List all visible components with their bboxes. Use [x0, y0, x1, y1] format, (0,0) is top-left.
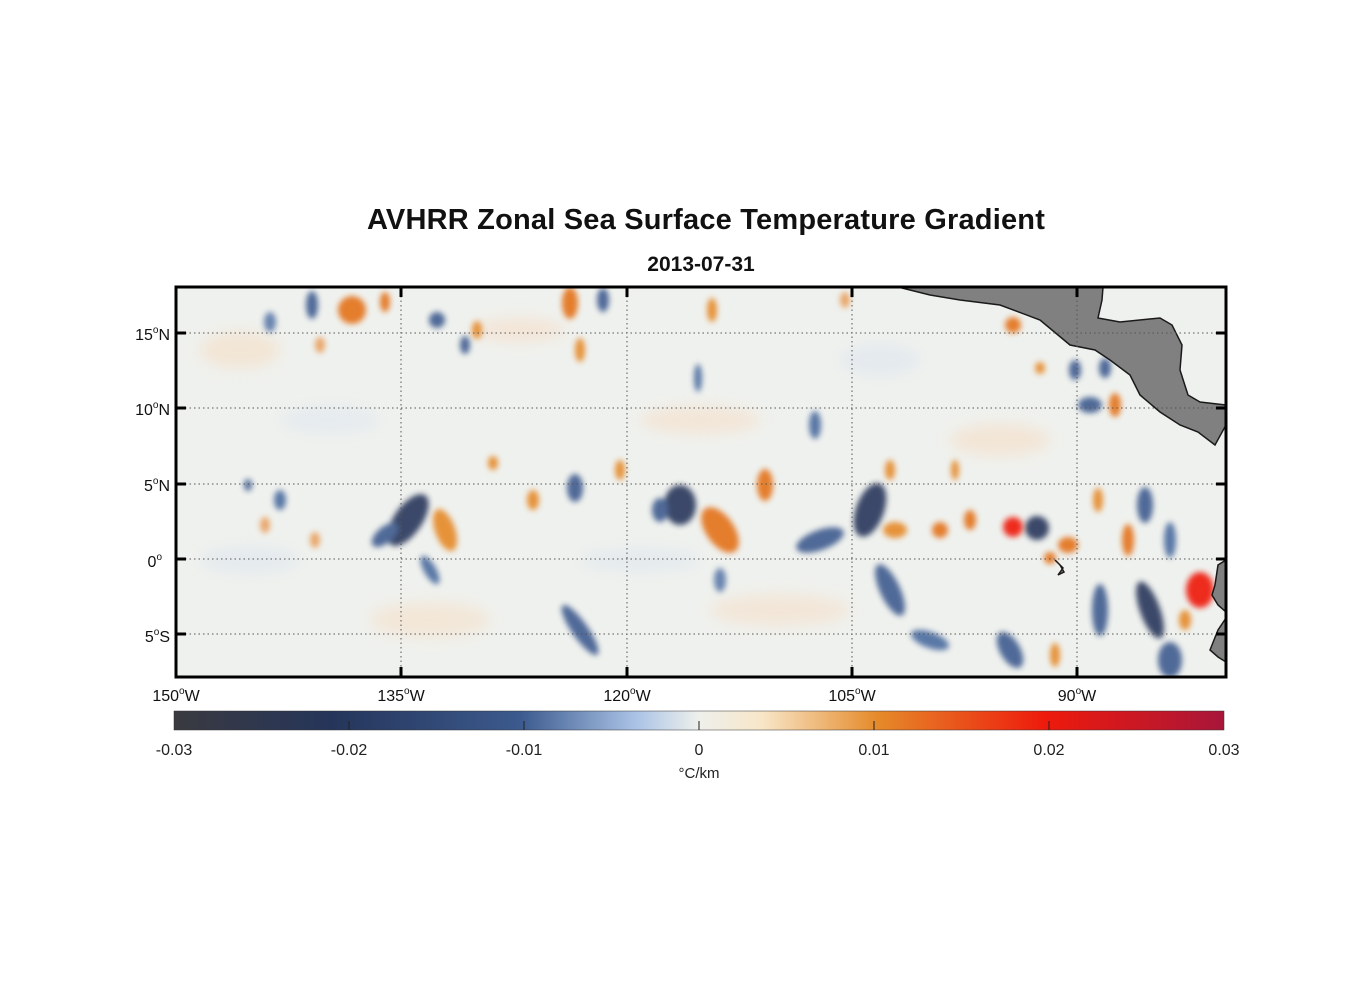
map-frame: [174, 285, 1228, 679]
longitude-labels: 150oW 135oW 120oW 105oW 90oW: [152, 686, 1097, 705]
land-central-america: [897, 287, 1226, 447]
colorbar-tick-label: -0.01: [506, 742, 543, 759]
lon-label: 120oW: [603, 686, 651, 705]
graticule: [176, 287, 1226, 677]
colorbar-tick-label: -0.02: [331, 742, 368, 759]
colorbar: -0.03 -0.02 -0.01 0 0.01 0.02 0.03 °C/km: [156, 710, 1240, 782]
lat-label: 15oN: [135, 325, 170, 344]
lat-label: 10oN: [135, 400, 170, 419]
map-title: AVHRR Zonal Sea Surface Temperature Grad…: [366, 204, 1046, 236]
lat-label: 5oN: [144, 476, 170, 495]
lat-label: 0o: [148, 552, 163, 571]
colorbar-tick-label: 0.02: [1033, 742, 1064, 759]
colorbar-units-label: °C/km: [679, 765, 720, 782]
colorbar-tick-label: 0.03: [1208, 742, 1239, 759]
colorbar-tick-label: -0.03: [156, 742, 193, 759]
map-subtitle-date: 2013-07-31: [647, 253, 755, 276]
lon-label: 135oW: [377, 686, 425, 705]
latitude-labels: 15oN 10oN 5oN 0o 5oS: [135, 325, 170, 646]
colorbar-tick-label: 0: [695, 742, 704, 759]
lon-label: 105oW: [828, 686, 876, 705]
frame-ticks: [176, 287, 1226, 677]
land-south-america: [1209, 559, 1226, 663]
sst-gradient-field: [176, 287, 1226, 677]
colorbar-ticks: [348, 721, 1050, 730]
land-galapagos-islands: [1054, 559, 1066, 576]
colorbar-tick-label: 0.01: [858, 742, 889, 759]
lon-label: 150oW: [152, 686, 200, 705]
lat-label: 5oS: [145, 627, 170, 646]
lon-label: 90oW: [1058, 686, 1097, 705]
